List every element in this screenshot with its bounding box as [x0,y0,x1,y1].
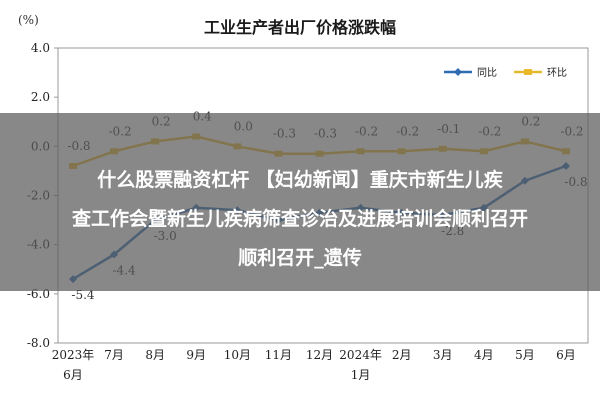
x-tick-label: 4月 [474,348,494,362]
x-tick-label: 5月 [515,348,535,362]
y-axis-unit-label: (%) [18,13,39,27]
legend-marker [524,69,532,75]
x-tick-label: 8月 [145,348,165,362]
headline-line-3: 顺利召开_遗传 [238,247,362,269]
y-tick-label: 4.0 [31,41,50,55]
x-tick-label: 6月 [556,348,576,362]
x-tick-label: 10月 [224,348,251,362]
x-tick-label: 2月 [392,348,412,362]
data-label: -5.4 [71,288,95,302]
x-tick-label: 2024年 [339,348,382,362]
legend-label: 同比 [477,67,497,79]
x-tick-label-line2: 1月 [351,368,371,382]
y-tick-label: -8.0 [27,336,50,350]
x-tick-label: 11月 [265,348,292,362]
x-tick-label: 3月 [433,348,453,362]
chart-title: 工业生产者出厂价格涨跌幅 [204,18,396,37]
legend-marker [454,68,462,76]
y-tick-label: 2.0 [31,90,50,104]
legend: 同比 环比 [444,67,567,79]
legend-label: 环比 [547,67,567,79]
headline-line-2: 查工作会暨新生儿疾病筛查诊治及进展培训会顺利召开 [71,208,528,230]
x-tick-label: 9月 [186,348,206,362]
x-tick-label-line2: 6月 [63,368,83,382]
x-tick-label: 12月 [306,348,333,362]
headline-overlay[interactable]: 什么股票融资杠杆 【妇幼新闻】重庆市新生儿疾 查工作会暨新生儿疾病筛查诊治及进展… [0,113,600,291]
x-tick-label: 2023年 [52,348,95,362]
headline-line-1: 什么股票融资杠杆 【妇幼新闻】重庆市新生儿疾 [97,169,503,191]
x-tick-label: 7月 [104,348,124,362]
